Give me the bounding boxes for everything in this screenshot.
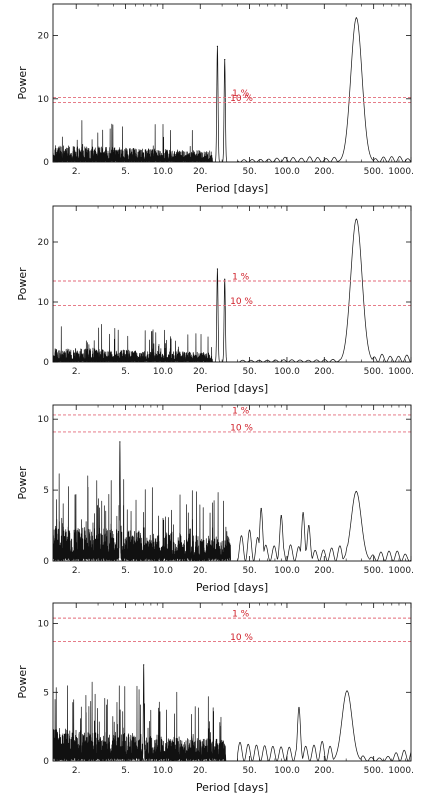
x-tick-label: 2. (72, 167, 81, 177)
x-tick-label: 2. (72, 566, 81, 576)
y-tick-label: 0 (43, 158, 49, 168)
plot-frame (52, 602, 412, 762)
significance-label-1: 1 % (232, 406, 250, 416)
y-axis-title: Power (16, 665, 29, 699)
y-tick-label: 10 (38, 95, 50, 105)
periodogram-panel-3: 1 % 10 % 2. 5. 10.0 20. 50. 100.0 200. 500. 1000. 0… (16, 404, 414, 594)
significance-label-2: 10 % (230, 94, 253, 104)
plot-frame (52, 3, 412, 163)
y-tick-label: 20 (38, 238, 50, 248)
significance-label-1: 1 % (232, 273, 250, 283)
x-tick-label: 1000. (388, 566, 414, 576)
power-curve (53, 664, 411, 761)
peak-point-1 (216, 268, 219, 270)
x-tick-label: 100.0 (274, 167, 300, 177)
x-tick-label: 200. (314, 766, 334, 776)
x-tick-label: 50. (242, 367, 256, 377)
significance-label-1: 1 % (232, 610, 250, 620)
x-tick-label: 20. (193, 167, 207, 177)
x-tick-label: 2. (72, 367, 81, 377)
x-tick-label: 5. (121, 766, 130, 776)
x-axis-title: Period [days] (196, 182, 268, 195)
power-curve (53, 441, 411, 561)
x-tick-label: 500. (364, 367, 384, 377)
periodogram-panel-4: 1 % 10 % 2. 5. 10.0 20. 50. 100.0 200. 500. 1000. 0… (16, 602, 414, 794)
periodogram-panel-2: 1 % 10 % 2. 5. 10.0 20. 50. 100.0 200. 500. 1000. 0… (16, 205, 414, 395)
x-axis-title: Period [days] (196, 382, 268, 395)
peak-point-3 (346, 690, 348, 692)
peak-point-1 (119, 441, 121, 443)
x-tick-label: 10.0 (153, 766, 173, 776)
x-tick-label: 10.0 (153, 167, 173, 177)
power-curve (53, 17, 411, 162)
peak-point-3 (355, 218, 358, 220)
x-tick-label: 50. (242, 766, 256, 776)
peak-point-1 (143, 664, 145, 666)
x-tick-label: 50. (242, 167, 256, 177)
x-tick-label: 50. (242, 566, 256, 576)
y-tick-label: 5 (43, 688, 49, 698)
plot-frame (52, 404, 412, 562)
y-axis-title: Power (16, 66, 29, 100)
x-tick-label: 500. (364, 167, 384, 177)
x-tick-label: 500. (364, 566, 384, 576)
y-tick-label: 0 (43, 557, 49, 567)
significance-label-2: 10 % (230, 423, 253, 433)
peak-point-3 (355, 17, 358, 19)
x-axis-title: Period [days] (196, 781, 268, 794)
plot-frame (52, 205, 412, 363)
x-tick-label: 20. (193, 367, 207, 377)
peak-point-2 (224, 278, 226, 280)
y-tick-label: 0 (43, 358, 49, 368)
x-tick-label: 2. (72, 766, 81, 776)
power-curve (53, 218, 411, 362)
y-tick-label: 10 (38, 620, 50, 630)
y-axis-title: Power (16, 267, 29, 301)
x-tick-label: 100.0 (274, 566, 300, 576)
peak-point-5 (308, 524, 310, 527)
x-tick-label: 1000. (388, 167, 414, 177)
peak-point-3 (280, 515, 282, 517)
x-tick-label: 10.0 (153, 566, 173, 576)
y-tick-label: 0 (43, 757, 49, 767)
x-tick-label: 1000. (388, 367, 414, 377)
periodogram-panel-1: 1 %10 % 2. 5. 10.0 20. 50. 100.0 200. 500. 1000. 0… (16, 3, 414, 195)
y-tick-label: 10 (38, 298, 50, 308)
peak-point-1 (216, 45, 219, 47)
y-tick-label: 10 (38, 415, 50, 425)
y-tick-label: 5 (43, 486, 49, 496)
x-axis-title: Period [days] (196, 581, 268, 594)
x-tick-label: 5. (121, 566, 130, 576)
significance-label-1: 1 % (232, 89, 250, 99)
x-tick-label: 500. (364, 766, 384, 776)
x-tick-label: 5. (121, 167, 130, 177)
x-tick-label: 200. (314, 167, 334, 177)
y-axis-title: Power (16, 466, 29, 500)
significance-label-2: 10 % (230, 297, 253, 307)
peak-point-2 (298, 706, 300, 709)
x-tick-label: 1000. (388, 766, 414, 776)
peak-point-4 (302, 512, 304, 514)
x-tick-label: 5. (121, 367, 130, 377)
x-tick-label: 20. (193, 766, 207, 776)
peak-point-6 (355, 490, 357, 493)
peak-point-2 (224, 59, 226, 61)
x-tick-label: 200. (314, 566, 334, 576)
peak-point-2 (260, 507, 262, 510)
x-tick-label: 10.0 (153, 367, 173, 377)
x-tick-label: 100.0 (274, 766, 300, 776)
x-tick-label: 20. (193, 566, 207, 576)
y-tick-label: 20 (38, 32, 50, 42)
x-tick-label: 200. (314, 367, 334, 377)
significance-label-2: 10 % (230, 633, 253, 643)
x-tick-label: 100.0 (274, 367, 300, 377)
